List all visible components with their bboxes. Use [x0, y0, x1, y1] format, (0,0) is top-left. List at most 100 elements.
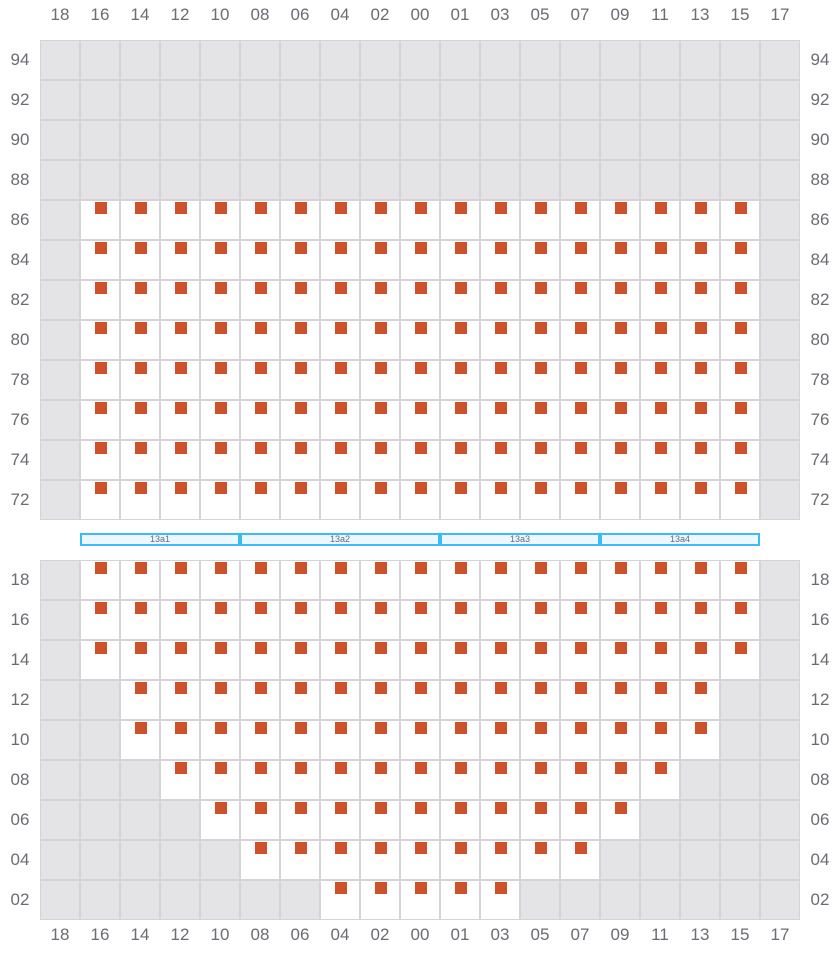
seat-cell[interactable] [240, 560, 280, 600]
seat-cell[interactable] [640, 440, 680, 480]
seat-cell[interactable] [80, 280, 120, 320]
seat-cell[interactable] [680, 600, 720, 640]
seat-cell[interactable] [440, 840, 480, 880]
seat-cell[interactable] [640, 320, 680, 360]
seat-cell[interactable] [120, 560, 160, 600]
zone-13a2[interactable]: 13a2 [240, 533, 440, 546]
seat-cell[interactable] [640, 280, 680, 320]
seat-cell[interactable] [480, 640, 520, 680]
seat-cell[interactable] [480, 240, 520, 280]
seat-cell[interactable] [480, 200, 520, 240]
seat-cell[interactable] [280, 760, 320, 800]
seat-cell[interactable] [680, 680, 720, 720]
seat-cell[interactable] [680, 720, 720, 760]
seat-cell[interactable] [120, 280, 160, 320]
seat-cell[interactable] [560, 480, 600, 520]
seat-cell[interactable] [520, 600, 560, 640]
seat-cell[interactable] [440, 760, 480, 800]
seat-cell[interactable] [360, 560, 400, 600]
seat-cell[interactable] [520, 720, 560, 760]
seat-cell[interactable] [160, 480, 200, 520]
seat-cell[interactable] [600, 440, 640, 480]
seat-cell[interactable] [80, 440, 120, 480]
seat-cell[interactable] [720, 600, 760, 640]
seat-cell[interactable] [720, 480, 760, 520]
seat-cell[interactable] [400, 880, 440, 920]
seat-cell[interactable] [400, 320, 440, 360]
seat-cell[interactable] [360, 240, 400, 280]
seat-cell[interactable] [680, 200, 720, 240]
seat-cell[interactable] [240, 760, 280, 800]
seat-cell[interactable] [600, 200, 640, 240]
seat-cell[interactable] [200, 400, 240, 440]
seat-cell[interactable] [640, 720, 680, 760]
seat-cell[interactable] [680, 480, 720, 520]
seat-cell[interactable] [440, 600, 480, 640]
seat-cell[interactable] [320, 800, 360, 840]
seat-cell[interactable] [400, 480, 440, 520]
seat-cell[interactable] [160, 640, 200, 680]
seat-cell[interactable] [320, 360, 360, 400]
seat-cell[interactable] [480, 840, 520, 880]
seat-cell[interactable] [560, 800, 600, 840]
seat-cell[interactable] [200, 800, 240, 840]
seat-cell[interactable] [600, 720, 640, 760]
seat-cell[interactable] [480, 720, 520, 760]
seat-cell[interactable] [720, 440, 760, 480]
seat-cell[interactable] [160, 200, 200, 240]
seat-cell[interactable] [400, 360, 440, 400]
seat-cell[interactable] [120, 400, 160, 440]
seat-cell[interactable] [280, 240, 320, 280]
seat-cell[interactable] [560, 560, 600, 600]
seat-cell[interactable] [680, 320, 720, 360]
seat-cell[interactable] [120, 720, 160, 760]
seat-cell[interactable] [160, 720, 200, 760]
seat-cell[interactable] [120, 240, 160, 280]
seat-cell[interactable] [480, 800, 520, 840]
seat-cell[interactable] [240, 720, 280, 760]
seat-cell[interactable] [200, 560, 240, 600]
seat-cell[interactable] [640, 200, 680, 240]
seat-cell[interactable] [440, 800, 480, 840]
seat-cell[interactable] [520, 440, 560, 480]
seat-cell[interactable] [440, 560, 480, 600]
seat-cell[interactable] [200, 240, 240, 280]
seat-cell[interactable] [520, 640, 560, 680]
seat-cell[interactable] [80, 320, 120, 360]
seat-cell[interactable] [480, 360, 520, 400]
seat-cell[interactable] [360, 200, 400, 240]
seat-cell[interactable] [240, 200, 280, 240]
seat-cell[interactable] [720, 360, 760, 400]
seat-cell[interactable] [120, 360, 160, 400]
seat-cell[interactable] [400, 400, 440, 440]
seat-cell[interactable] [520, 480, 560, 520]
seat-cell[interactable] [80, 480, 120, 520]
seat-cell[interactable] [360, 640, 400, 680]
seat-cell[interactable] [440, 880, 480, 920]
seat-cell[interactable] [480, 400, 520, 440]
seat-cell[interactable] [600, 560, 640, 600]
seat-cell[interactable] [400, 800, 440, 840]
seat-cell[interactable] [320, 320, 360, 360]
seat-cell[interactable] [560, 640, 600, 680]
seat-cell[interactable] [440, 400, 480, 440]
seat-cell[interactable] [160, 320, 200, 360]
seat-cell[interactable] [520, 400, 560, 440]
seat-cell[interactable] [320, 440, 360, 480]
seat-cell[interactable] [120, 320, 160, 360]
seat-cell[interactable] [480, 680, 520, 720]
seat-cell[interactable] [360, 720, 400, 760]
seat-cell[interactable] [240, 240, 280, 280]
seat-cell[interactable] [640, 360, 680, 400]
seat-cell[interactable] [480, 320, 520, 360]
seat-cell[interactable] [200, 760, 240, 800]
seat-cell[interactable] [160, 240, 200, 280]
seat-cell[interactable] [440, 440, 480, 480]
seat-cell[interactable] [400, 760, 440, 800]
seat-cell[interactable] [480, 600, 520, 640]
seat-cell[interactable] [360, 400, 400, 440]
seat-cell[interactable] [520, 240, 560, 280]
seat-cell[interactable] [80, 560, 120, 600]
seat-cell[interactable] [280, 600, 320, 640]
seat-cell[interactable] [320, 240, 360, 280]
